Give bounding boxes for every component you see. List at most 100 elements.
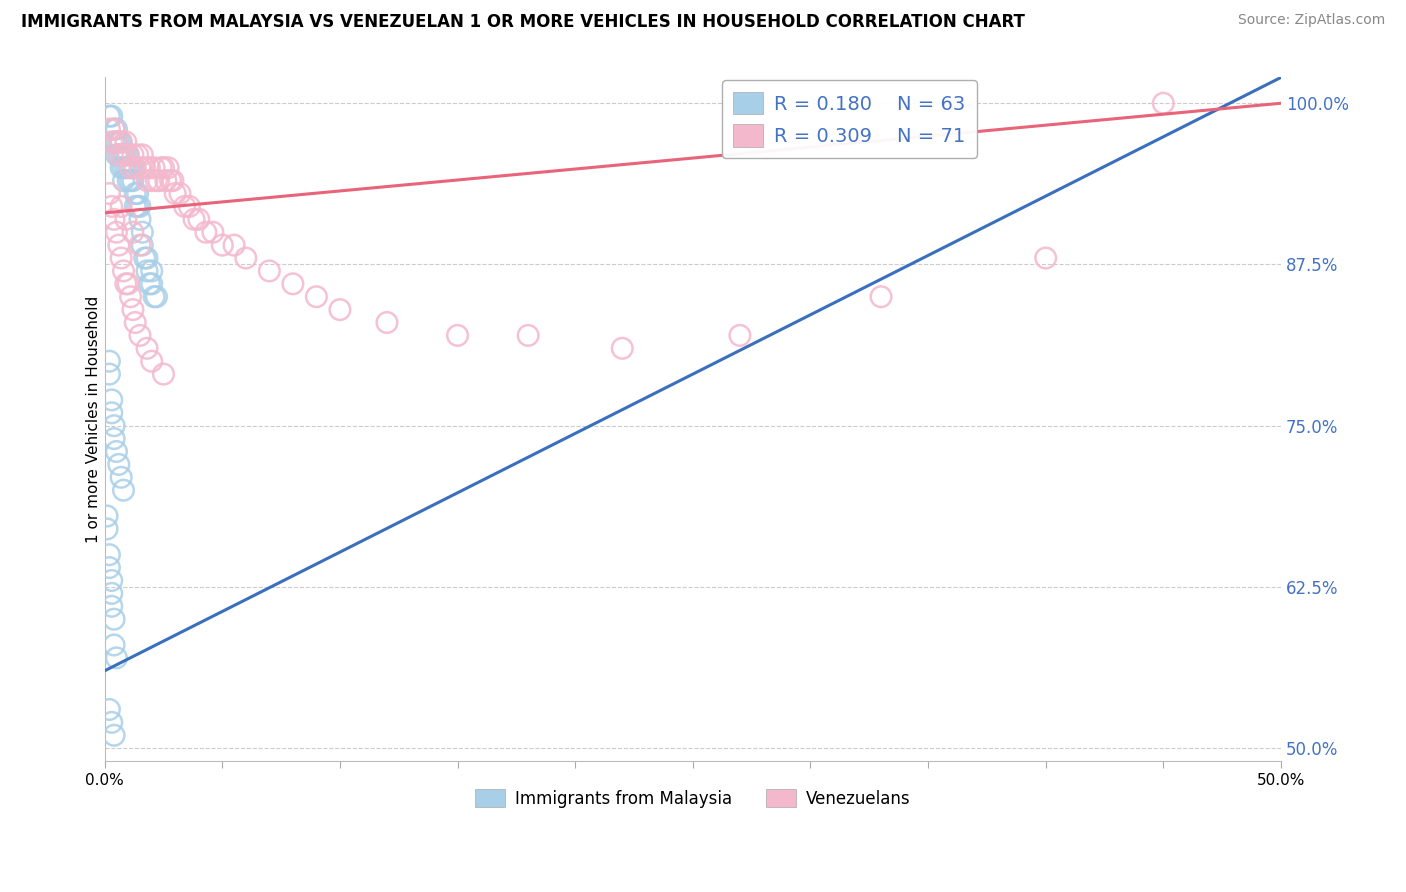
Point bbox=[165, 186, 187, 201]
Point bbox=[159, 174, 181, 188]
Point bbox=[110, 135, 132, 149]
Point bbox=[143, 161, 166, 175]
Point bbox=[155, 174, 177, 188]
Point bbox=[120, 161, 142, 175]
Point bbox=[136, 341, 159, 355]
Point bbox=[110, 148, 132, 162]
Point bbox=[98, 122, 121, 136]
Point bbox=[120, 290, 142, 304]
Point bbox=[211, 238, 233, 252]
Point bbox=[148, 174, 170, 188]
Point bbox=[127, 148, 149, 162]
Point bbox=[115, 148, 138, 162]
Point bbox=[124, 161, 146, 175]
Point bbox=[134, 251, 156, 265]
Point bbox=[112, 174, 135, 188]
Point bbox=[96, 522, 118, 536]
Point bbox=[105, 135, 128, 149]
Point bbox=[107, 238, 129, 252]
Point bbox=[117, 148, 139, 162]
Point bbox=[112, 161, 135, 175]
Point bbox=[117, 148, 139, 162]
Point bbox=[194, 225, 217, 239]
Point bbox=[115, 135, 138, 149]
Point bbox=[870, 290, 893, 304]
Point bbox=[96, 508, 118, 523]
Point bbox=[329, 302, 352, 317]
Point bbox=[446, 328, 468, 343]
Point bbox=[100, 392, 122, 407]
Point bbox=[105, 225, 128, 239]
Point bbox=[110, 251, 132, 265]
Point bbox=[105, 148, 128, 162]
Point bbox=[98, 548, 121, 562]
Point bbox=[103, 638, 125, 652]
Point bbox=[127, 199, 149, 213]
Point bbox=[131, 148, 153, 162]
Text: Source: ZipAtlas.com: Source: ZipAtlas.com bbox=[1237, 13, 1385, 28]
Point bbox=[201, 225, 224, 239]
Text: IMMIGRANTS FROM MALAYSIA VS VENEZUELAN 1 OR MORE VEHICLES IN HOUSEHOLD CORRELATI: IMMIGRANTS FROM MALAYSIA VS VENEZUELAN 1… bbox=[21, 13, 1025, 31]
Point bbox=[183, 212, 205, 227]
Point bbox=[138, 161, 160, 175]
Point bbox=[115, 161, 138, 175]
Point bbox=[141, 264, 163, 278]
Point bbox=[1035, 251, 1057, 265]
Point bbox=[100, 586, 122, 600]
Point bbox=[103, 122, 125, 136]
Point bbox=[107, 135, 129, 149]
Point bbox=[103, 418, 125, 433]
Point bbox=[98, 109, 121, 123]
Point bbox=[112, 148, 135, 162]
Point bbox=[129, 161, 152, 175]
Point bbox=[129, 212, 152, 227]
Point bbox=[100, 599, 122, 614]
Point bbox=[122, 161, 145, 175]
Point bbox=[117, 161, 139, 175]
Point bbox=[100, 109, 122, 123]
Point bbox=[259, 264, 281, 278]
Point bbox=[110, 199, 132, 213]
Point bbox=[100, 574, 122, 588]
Point bbox=[105, 122, 128, 136]
Point bbox=[112, 483, 135, 498]
Point bbox=[145, 174, 167, 188]
Point bbox=[152, 161, 174, 175]
Point bbox=[105, 444, 128, 458]
Point bbox=[124, 186, 146, 201]
Point bbox=[117, 174, 139, 188]
Point bbox=[145, 290, 167, 304]
Point bbox=[100, 715, 122, 730]
Point bbox=[150, 161, 173, 175]
Point bbox=[134, 161, 156, 175]
Point bbox=[115, 212, 138, 227]
Point bbox=[141, 174, 163, 188]
Point bbox=[107, 148, 129, 162]
Point bbox=[517, 328, 540, 343]
Point bbox=[222, 238, 245, 252]
Point bbox=[136, 174, 159, 188]
Point bbox=[612, 341, 634, 355]
Point bbox=[131, 225, 153, 239]
Point bbox=[98, 702, 121, 716]
Point bbox=[103, 122, 125, 136]
Point bbox=[122, 302, 145, 317]
Point bbox=[98, 560, 121, 574]
Point bbox=[129, 199, 152, 213]
Point bbox=[117, 277, 139, 291]
Point bbox=[98, 354, 121, 368]
Point bbox=[124, 199, 146, 213]
Point bbox=[157, 161, 180, 175]
Point bbox=[136, 251, 159, 265]
Point bbox=[1152, 96, 1174, 111]
Point bbox=[110, 135, 132, 149]
Point bbox=[112, 264, 135, 278]
Point bbox=[112, 148, 135, 162]
Point bbox=[110, 161, 132, 175]
Point bbox=[105, 135, 128, 149]
Point bbox=[120, 174, 142, 188]
Point bbox=[179, 199, 201, 213]
Point bbox=[129, 238, 152, 252]
Point bbox=[131, 238, 153, 252]
Point bbox=[141, 277, 163, 291]
